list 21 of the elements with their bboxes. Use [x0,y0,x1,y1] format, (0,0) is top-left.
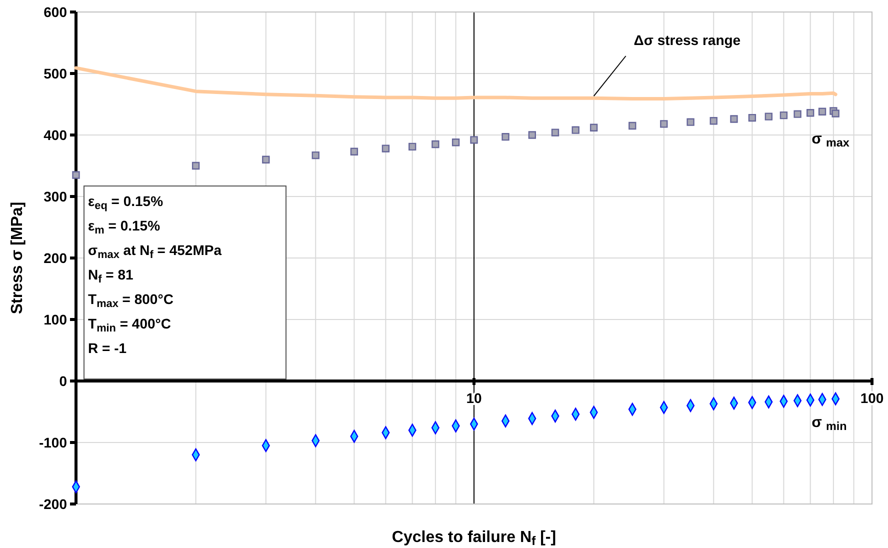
annotation: R = -1 [88,340,127,356]
y-tick-label: -100 [38,434,68,450]
y-axis-title: Stress σ [MPa] [9,202,26,314]
y-tick-label: 300 [44,188,68,204]
annotation: ε$_{m}$ = 0.15% [88,218,161,236]
y-tick-label: 0 [59,372,68,389]
y-tick-label: 400 [44,126,68,143]
x-axis-title: Cycles to failure N$_{f}$ [-] [392,529,556,548]
annotation: T$_{max}$ = 800°C [88,291,174,310]
y-tick-label: -200 [38,496,68,512]
y-tick-label: 600 [44,4,68,20]
annotation: N$_{f}$ = 81 [88,266,134,286]
series-label: σ $_{min}$ [812,414,847,433]
y-tick-label: 200 [44,250,68,266]
series-label: σ $_{max}$ [812,130,850,150]
annotation: ε$_{eq}$ = 0.15% [88,193,164,212]
y-tick-label: 100 [44,311,68,328]
y-tick-label: 500 [44,65,68,82]
text: Δσ stress range [634,32,741,48]
annotation: T$_{min}$ = 400°C [88,316,171,334]
annotation: σ$_{max}$ at N$_{f}$ = 452MPa [88,242,222,261]
